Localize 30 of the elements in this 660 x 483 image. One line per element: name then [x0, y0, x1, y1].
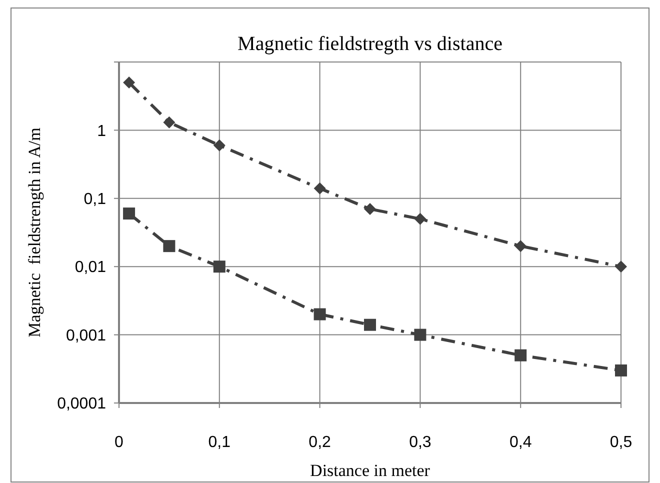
- point: [514, 240, 527, 252]
- point: [615, 364, 627, 376]
- x-tick-label: 0,3: [409, 434, 432, 451]
- point: [414, 212, 426, 225]
- x-tick-label: 0,1: [208, 434, 231, 451]
- y-tick-label: 1: [97, 122, 106, 140]
- point: [213, 260, 226, 273]
- x-tick-label: 0,5: [610, 434, 632, 451]
- point: [615, 260, 627, 273]
- point: [364, 202, 376, 215]
- point: [213, 139, 226, 152]
- point: [163, 116, 176, 128]
- point: [123, 76, 136, 89]
- point: [414, 328, 426, 341]
- y-tick-label: 0,0001: [57, 396, 106, 413]
- point: [514, 349, 527, 362]
- y-tick-label: 0,001: [66, 327, 106, 344]
- point: [163, 240, 176, 252]
- x-axis-title: Distance in meter: [310, 461, 430, 480]
- x-tick-label: 0,4: [509, 434, 532, 451]
- y-tick-label: 0,1: [84, 191, 106, 208]
- point: [123, 208, 136, 220]
- y-tick-label: 0,01: [74, 259, 106, 276]
- chart-title: Magnetic fieldstregth vs distance: [238, 33, 503, 55]
- x-tick-label: 0,2: [308, 434, 332, 451]
- x-tick-label: 0: [114, 434, 124, 451]
- y-axis-title: Magnetic fieldstrength in A/m: [25, 128, 44, 338]
- point: [364, 318, 376, 331]
- point: [314, 308, 326, 320]
- point: [314, 182, 326, 194]
